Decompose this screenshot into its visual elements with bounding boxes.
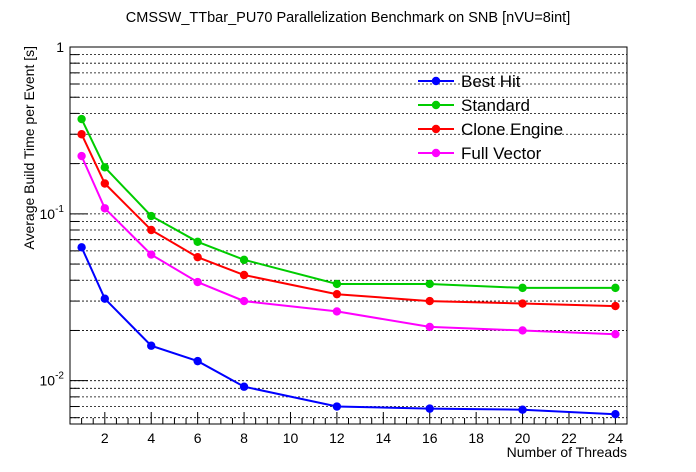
data-point-standard bbox=[147, 211, 156, 221]
y-axis-label: Average Build Time per Event [s] bbox=[21, 46, 37, 250]
data-point-clone-engine bbox=[332, 289, 342, 299]
x-tick-label: 18 bbox=[468, 430, 484, 446]
data-point-clone-engine bbox=[425, 296, 434, 306]
data-point-full-vector bbox=[611, 329, 620, 339]
y-tick-label: 10-1 bbox=[40, 204, 65, 222]
y-tick-label: 10-2 bbox=[40, 371, 65, 389]
data-point-best-hit bbox=[611, 409, 620, 419]
data-point-clone-engine bbox=[100, 179, 110, 188]
data-point-best-hit bbox=[77, 243, 86, 252]
legend-label: Full Vector bbox=[461, 144, 542, 163]
data-point-full-vector bbox=[518, 326, 527, 335]
legend-label: Best Hit bbox=[461, 72, 521, 91]
series-full-vector bbox=[77, 151, 620, 339]
data-point-full-vector bbox=[147, 250, 156, 259]
data-point-clone-engine bbox=[518, 299, 527, 308]
data-point-full-vector bbox=[425, 322, 434, 332]
x-tick-label: 24 bbox=[608, 430, 624, 446]
x-tick-label: 22 bbox=[561, 430, 577, 446]
legend-marker bbox=[431, 100, 441, 110]
y-tick-label: 1 bbox=[56, 39, 64, 55]
data-point-full-vector bbox=[100, 204, 110, 213]
data-point-standard bbox=[611, 283, 620, 293]
data-point-best-hit bbox=[100, 294, 110, 303]
data-point-full-vector bbox=[332, 307, 342, 316]
data-point-best-hit bbox=[239, 382, 249, 391]
legend-marker bbox=[431, 148, 441, 158]
x-tick-label: 8 bbox=[240, 430, 248, 446]
series-standard bbox=[77, 114, 620, 293]
data-point-best-hit bbox=[332, 402, 342, 411]
data-point-best-hit bbox=[518, 405, 527, 414]
data-point-full-vector bbox=[193, 277, 202, 287]
data-point-standard bbox=[332, 279, 342, 289]
x-tick-labels: 2 4 6 8 10 12 14 16 18 20 22 24 bbox=[101, 430, 623, 446]
data-point-best-hit bbox=[147, 341, 156, 350]
legend-label: Standard bbox=[461, 96, 530, 115]
x-tick-label: 4 bbox=[147, 430, 155, 446]
data-point-standard bbox=[518, 283, 527, 293]
axis-ticks bbox=[70, 46, 616, 424]
y-tick-labels: 10-2 10-1 1 bbox=[40, 39, 65, 389]
data-point-standard bbox=[193, 237, 202, 246]
legend-entry-full-vector: Full Vector bbox=[418, 144, 542, 163]
legend-entry-best-hit: Best Hit bbox=[418, 72, 521, 91]
data-point-standard bbox=[239, 255, 249, 265]
data-point-full-vector bbox=[239, 296, 249, 306]
series-best-hit bbox=[77, 243, 620, 419]
legend-label: Clone Engine bbox=[461, 120, 563, 139]
chart-title: CMSSW_TTbar_PU70 Parallelization Benchma… bbox=[126, 10, 570, 26]
legend-entry-clone-engine: Clone Engine bbox=[418, 120, 563, 139]
data-point-full-vector bbox=[77, 151, 86, 161]
data-point-standard bbox=[100, 163, 110, 172]
legend-marker bbox=[431, 76, 441, 86]
series-clone-engine bbox=[77, 130, 620, 311]
data-point-best-hit bbox=[193, 356, 202, 366]
data-point-clone-engine bbox=[77, 130, 86, 139]
data-point-standard bbox=[77, 114, 86, 124]
x-tick-label: 6 bbox=[194, 430, 202, 446]
series-line-full-vector bbox=[80, 155, 616, 336]
plot-frame bbox=[69, 46, 628, 425]
legend-marker bbox=[431, 124, 441, 134]
data-point-best-hit bbox=[425, 404, 434, 413]
data-series bbox=[77, 114, 620, 419]
x-tick-label: 20 bbox=[515, 430, 531, 446]
x-tick-label: 2 bbox=[101, 430, 109, 446]
data-point-clone-engine bbox=[239, 270, 249, 280]
data-point-clone-engine bbox=[193, 252, 202, 262]
x-tick-label: 12 bbox=[329, 430, 345, 446]
grid-lines bbox=[70, 46, 627, 419]
x-axis-label: Number of Threads bbox=[507, 444, 627, 460]
legend-entry-standard: Standard bbox=[418, 96, 530, 115]
x-tick-label: 10 bbox=[283, 430, 299, 446]
data-point-standard bbox=[425, 279, 434, 289]
x-tick-label: 16 bbox=[422, 430, 438, 446]
data-point-clone-engine bbox=[611, 301, 620, 311]
data-point-clone-engine bbox=[147, 225, 156, 235]
legend: Best Hit Standard Clone Engine Full Vector bbox=[418, 72, 563, 163]
x-tick-label: 14 bbox=[376, 430, 392, 446]
